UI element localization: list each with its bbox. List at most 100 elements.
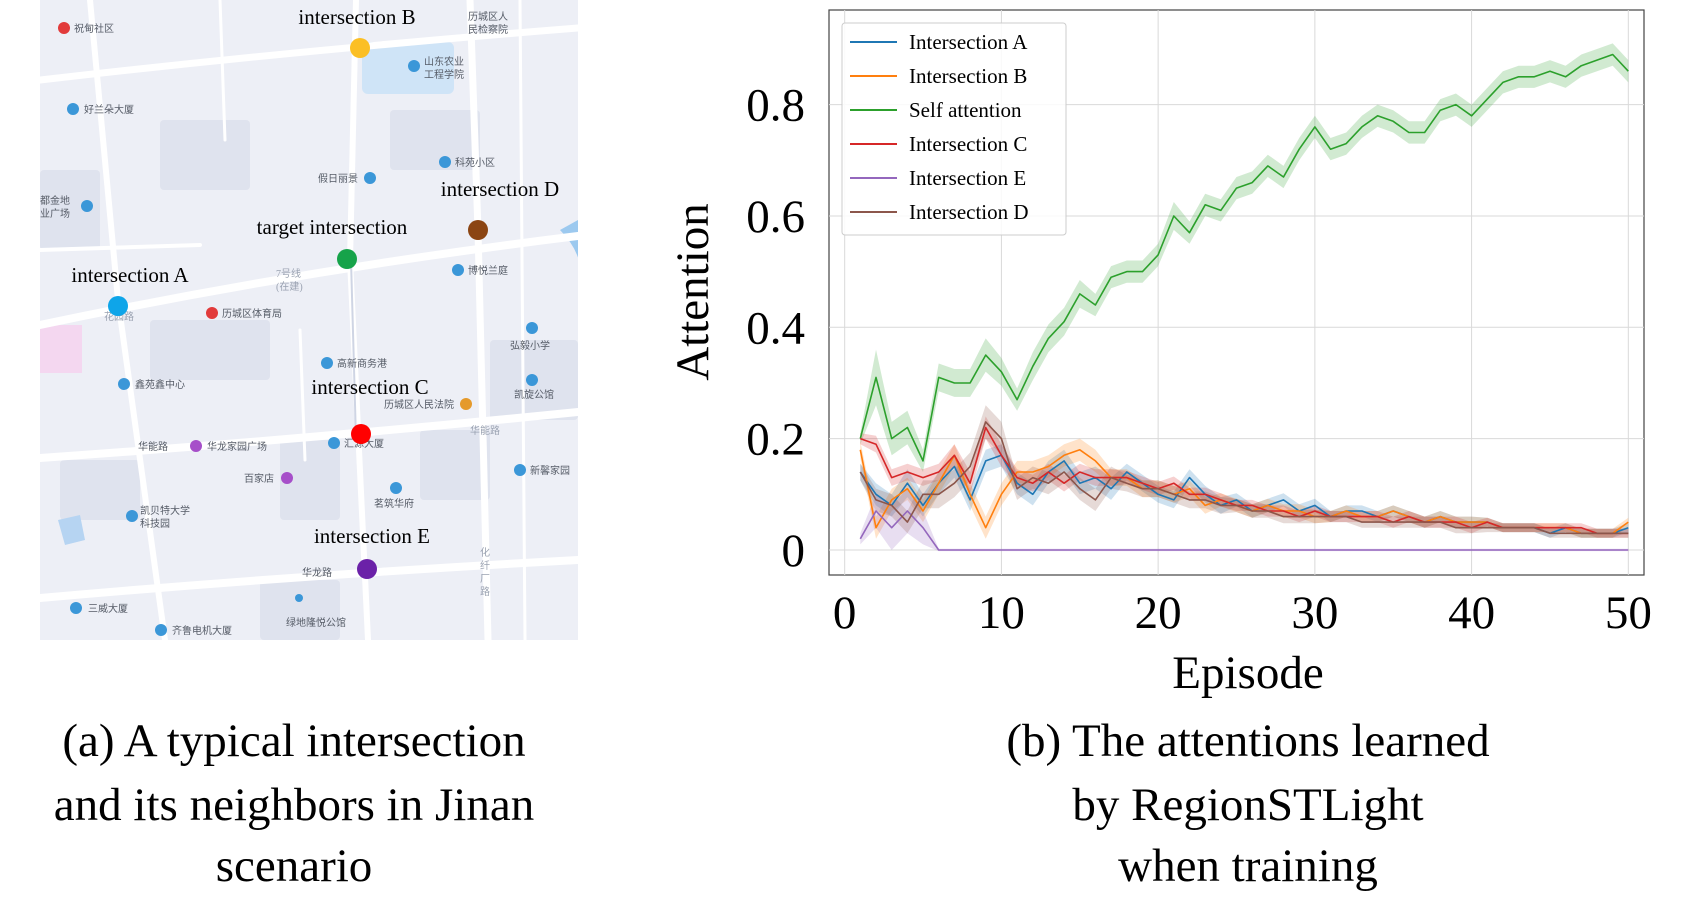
poi-label: 历城区体育局 xyxy=(222,307,282,320)
poi-red-icon xyxy=(206,307,218,319)
left-caption-line-2: and its neighbors in Jinan xyxy=(54,779,534,831)
poi-label: 科技园 xyxy=(140,517,170,530)
poi-blue-icon xyxy=(155,624,167,636)
intersection-c-marker xyxy=(351,424,371,444)
legend-label: Intersection B xyxy=(909,64,1027,88)
map-purple-area xyxy=(40,325,82,373)
poi-blue-icon xyxy=(452,264,464,276)
legend-entry-intersection-b: Intersection B xyxy=(850,64,1027,88)
legend-entry-self-attention: Self attention xyxy=(850,98,1022,122)
right-caption-line-1: (b) The attentions learned xyxy=(1006,715,1489,767)
poi-label: 三威大厦 xyxy=(88,602,128,615)
poi-blue-icon xyxy=(126,510,138,522)
poi-purple-icon xyxy=(190,440,202,452)
intersection-markers xyxy=(108,38,488,579)
poi-label: 弘毅小学 xyxy=(510,339,550,352)
legend-label: Intersection A xyxy=(909,30,1028,54)
poi-label: 凯贝特大学 xyxy=(140,504,190,517)
map-water xyxy=(362,42,454,94)
poi-label: 凯旋公馆 xyxy=(514,388,554,401)
poi-label: 历城区人 xyxy=(468,11,508,23)
poi-blue-icon xyxy=(81,200,93,212)
legend-box xyxy=(841,22,1067,236)
poi-label: 历城区人民法院 xyxy=(384,398,454,411)
intersection-c-label: intersection C xyxy=(311,375,428,399)
poi-blue-icon xyxy=(364,172,376,184)
x-tick-label: 50 xyxy=(1605,587,1652,639)
poi-label: 好兰朵大厦 xyxy=(84,103,134,116)
poi-label: 高新商务港 xyxy=(337,357,387,370)
poi-label: 绿地隆悦公馆 xyxy=(286,616,346,629)
left-caption-line-1: (a) A typical intersection xyxy=(62,715,525,767)
poi-label: 民检察院 xyxy=(468,23,508,36)
intersection-b-marker xyxy=(350,38,370,58)
intersection-labels: intersection B intersection D target int… xyxy=(71,5,559,548)
poi-label: 华能路 xyxy=(470,424,500,437)
poi-blue-icon xyxy=(295,594,303,602)
legend-entry-intersection-e: Intersection E xyxy=(850,166,1026,190)
y-tick-labels: 0 0.2 0.4 0.6 0.8 xyxy=(746,80,805,577)
poi-blue-icon xyxy=(408,60,420,72)
intersection-d-marker xyxy=(468,220,488,240)
y-axis-label: Attention xyxy=(667,203,719,381)
poi-label: 工程学院 xyxy=(424,68,464,81)
poi-label: 科苑小区 xyxy=(455,156,495,169)
intersection-b-label: intersection B xyxy=(298,5,415,29)
poi-blue-icon xyxy=(514,464,526,476)
legend-label: Self attention xyxy=(909,98,1022,122)
left-caption-line-3: scenario xyxy=(216,840,373,892)
poi-label: 茗筑华府 xyxy=(374,497,414,510)
poi-label: (在建) xyxy=(276,280,303,293)
poi-blue-icon xyxy=(67,103,79,115)
map-poi-icons xyxy=(58,22,538,636)
poi-orange-icon xyxy=(460,398,472,410)
map-metro-line xyxy=(350,259,357,441)
legend-entry-intersection-a: Intersection A xyxy=(850,30,1028,54)
x-tick-label: 20 xyxy=(1135,587,1182,639)
poi-label: 百家店 xyxy=(244,472,274,485)
poi-label: 业广场 xyxy=(40,207,70,220)
map-blocks xyxy=(40,110,578,640)
poi-blue-icon xyxy=(321,357,333,369)
poi-label: 新馨家园 xyxy=(530,464,570,477)
legend-entry-intersection-c: Intersection C xyxy=(850,132,1027,156)
intersection-e-label: intersection E xyxy=(314,524,430,548)
poi-blue-icon xyxy=(328,437,340,449)
x-tick-labels: 0 10 20 30 40 50 xyxy=(833,587,1652,639)
poi-purple-icon xyxy=(281,472,293,484)
poi-label: 厂 xyxy=(480,574,490,585)
legend: Intersection A Intersection B Self attenti… xyxy=(841,22,1067,236)
poi-label: 路 xyxy=(480,585,490,598)
intersection-d-band xyxy=(860,405,1629,538)
y-tick-label: 0.4 xyxy=(746,302,805,354)
self-attention-line xyxy=(859,53,1629,462)
poi-label: 山东农业 xyxy=(424,55,464,68)
poi-label: 化 xyxy=(480,546,490,559)
poi-label: 华能路 xyxy=(138,440,168,453)
x-tick-label: 10 xyxy=(978,587,1025,639)
x-tick-label: 40 xyxy=(1448,587,1495,639)
y-tick-label: 0.8 xyxy=(746,80,805,132)
attention-chart: 0 10 20 30 40 50 0 0.2 0.4 0.6 0.8 Episode Attent… xyxy=(667,9,1652,699)
intersection-d-line xyxy=(859,421,1629,535)
intersection-e-marker xyxy=(357,559,377,579)
poi-blue-icon xyxy=(439,156,451,168)
poi-blue-icon xyxy=(118,378,130,390)
poi-blue-icon xyxy=(390,482,402,494)
poi-label: 鑫苑鑫中心 xyxy=(135,378,185,391)
intersection-a-label: intersection A xyxy=(71,263,189,287)
intersection-e-line xyxy=(859,510,1629,551)
map-poi-labels: 祝甸社区 历城区人 民检察院 山东农业 工程学院 好兰朵大厦 科苑小区 假日丽景… xyxy=(40,11,570,637)
right-caption: (b) The attentions learned by RegionSTLi… xyxy=(1006,715,1489,892)
right-caption-line-2: by RegionSTLight xyxy=(1072,779,1423,831)
right-caption-line-3: when training xyxy=(1118,840,1378,892)
poi-label: 假日丽景 xyxy=(318,172,358,185)
intersection-a-marker xyxy=(108,296,128,316)
poi-label: 纤 xyxy=(480,559,490,572)
map-pond xyxy=(58,515,85,545)
poi-label: 祝甸社区 xyxy=(74,22,114,35)
poi-red-icon xyxy=(58,22,70,34)
intersection-c-line xyxy=(860,426,1629,535)
